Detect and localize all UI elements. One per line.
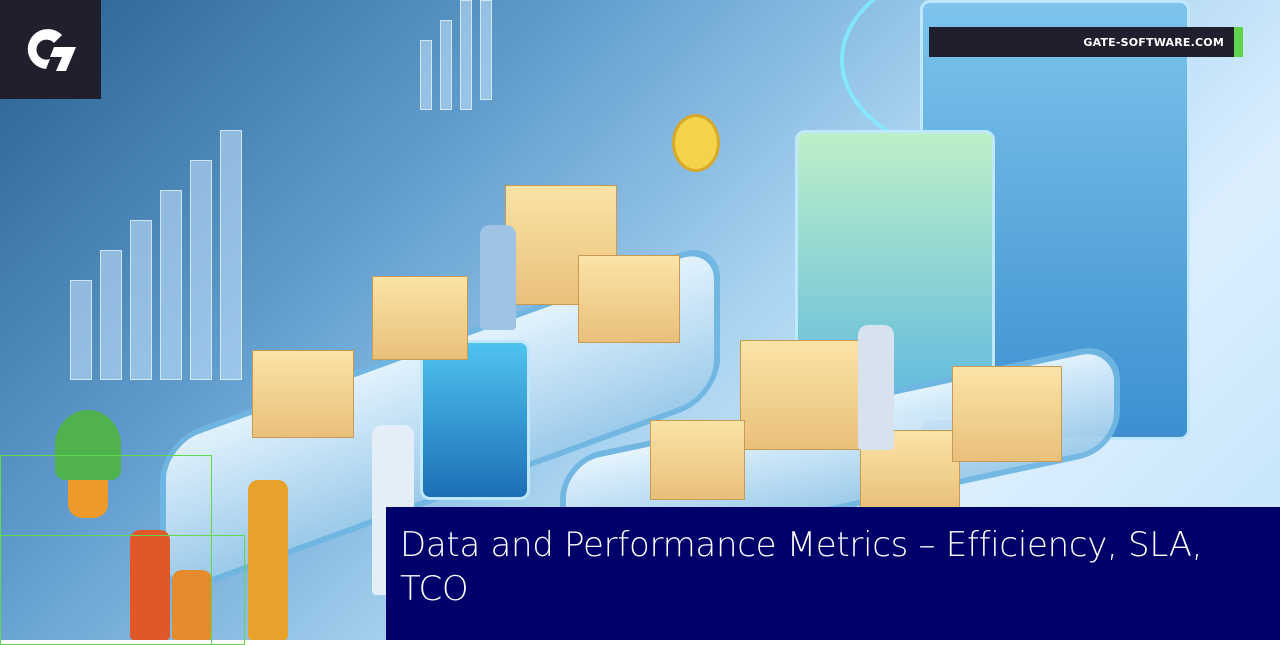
package-box [578,255,680,343]
article-title: Data and Performance Metrics – Efficienc… [400,525,1203,610]
chart-bar [420,40,432,110]
chart-bar [220,130,242,380]
package-box [952,366,1062,462]
package-box [740,340,860,450]
scanner-machine [420,340,530,500]
chart-bar [100,250,122,380]
title-banner: Data and Performance Metrics – Efficienc… [386,507,1280,640]
chart-bar [130,220,152,380]
brand-logo[interactable] [0,0,101,99]
worker-figure [858,325,894,450]
worker-figure [480,225,516,330]
package-box [650,420,745,500]
worker-figure [172,570,212,640]
frame-outline [0,535,245,645]
site-url-label[interactable]: GATE-SOFTWARE.COM [929,27,1234,57]
chart-bar [460,0,472,110]
worker-figure [248,480,288,640]
gate-logo-icon [27,28,76,71]
worker-figure [130,530,170,640]
chart-bar [440,20,452,110]
dollar-coin-icon [672,114,720,172]
package-box [252,350,354,438]
plant-icon [55,410,121,480]
accent-stripe [1234,27,1243,57]
plant-pot-icon [68,480,108,518]
chart-bar [160,190,182,380]
package-box [372,276,468,360]
chart-bar [70,280,92,380]
chart-bar [190,160,212,380]
chart-bar [480,0,492,100]
